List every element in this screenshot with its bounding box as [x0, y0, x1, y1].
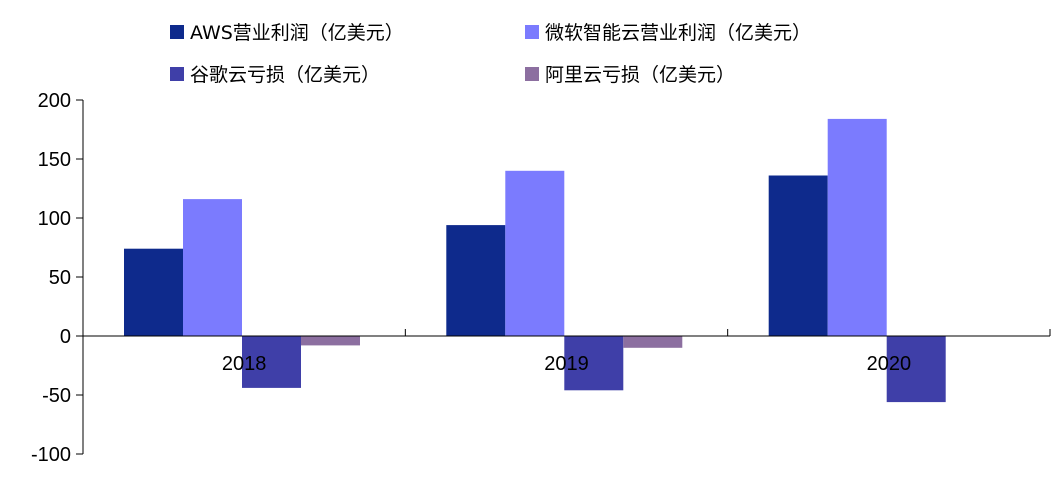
legend-label-aws: AWS营业利润（亿美元） [190, 22, 404, 44]
bar-2019-series-0 [446, 225, 506, 336]
y-tick-label-0: 200 [38, 90, 71, 112]
legend-item-azure: 微软智能云营业利润（亿美元） [525, 18, 811, 45]
bar-2018-series-0 [124, 248, 183, 336]
bar-2018-series-3 [301, 336, 360, 346]
y-tick-label-5: -50 [42, 385, 71, 407]
legend-label-google: 谷歌云亏损（亿美元） [190, 64, 381, 86]
bar-2019-series-2 [564, 336, 624, 391]
bar-2020-series-0 [768, 175, 828, 336]
legend-item-aws: AWS营业利润（亿美元） [170, 18, 404, 45]
bar-2018-series-1 [183, 199, 242, 336]
y-tick-label-4: 0 [60, 326, 71, 348]
legend: AWS营业利润（亿美元） 微软智能云营业利润（亿美元） 谷歌云亏损（亿美元） 阿… [0, 0, 1064, 90]
legend-item-google: 谷歌云亏损（亿美元） [170, 60, 380, 87]
bar-2019-series-3 [623, 336, 683, 348]
legend-swatch-aws [170, 24, 184, 39]
legend-item-alibaba: 阿里云亏损（亿美元） [525, 60, 735, 87]
y-tick-label-2: 100 [38, 208, 71, 230]
legend-label-azure: 微软智能云营业利润（亿美元） [545, 22, 812, 44]
bar-2019-series-1 [505, 170, 565, 336]
y-tick-label-3: 50 [49, 267, 71, 289]
legend-swatch-azure [525, 24, 539, 39]
legend-swatch-google [170, 66, 184, 81]
legend-label-alibaba: 阿里云亏损（亿美元） [545, 64, 736, 86]
x-tick-label-2018: 2018 [222, 353, 267, 375]
y-tick-label-1: 150 [38, 149, 71, 171]
legend-swatch-alibaba [525, 66, 539, 81]
bar-2018-series-2 [242, 336, 301, 388]
x-tick-label-2019: 2019 [544, 353, 589, 375]
bar-2020-series-2 [886, 336, 946, 403]
y-tick-label-6: -100 [31, 444, 71, 466]
x-tick-label-2020: 2020 [867, 353, 912, 375]
bar-2020-series-1 [827, 118, 887, 337]
